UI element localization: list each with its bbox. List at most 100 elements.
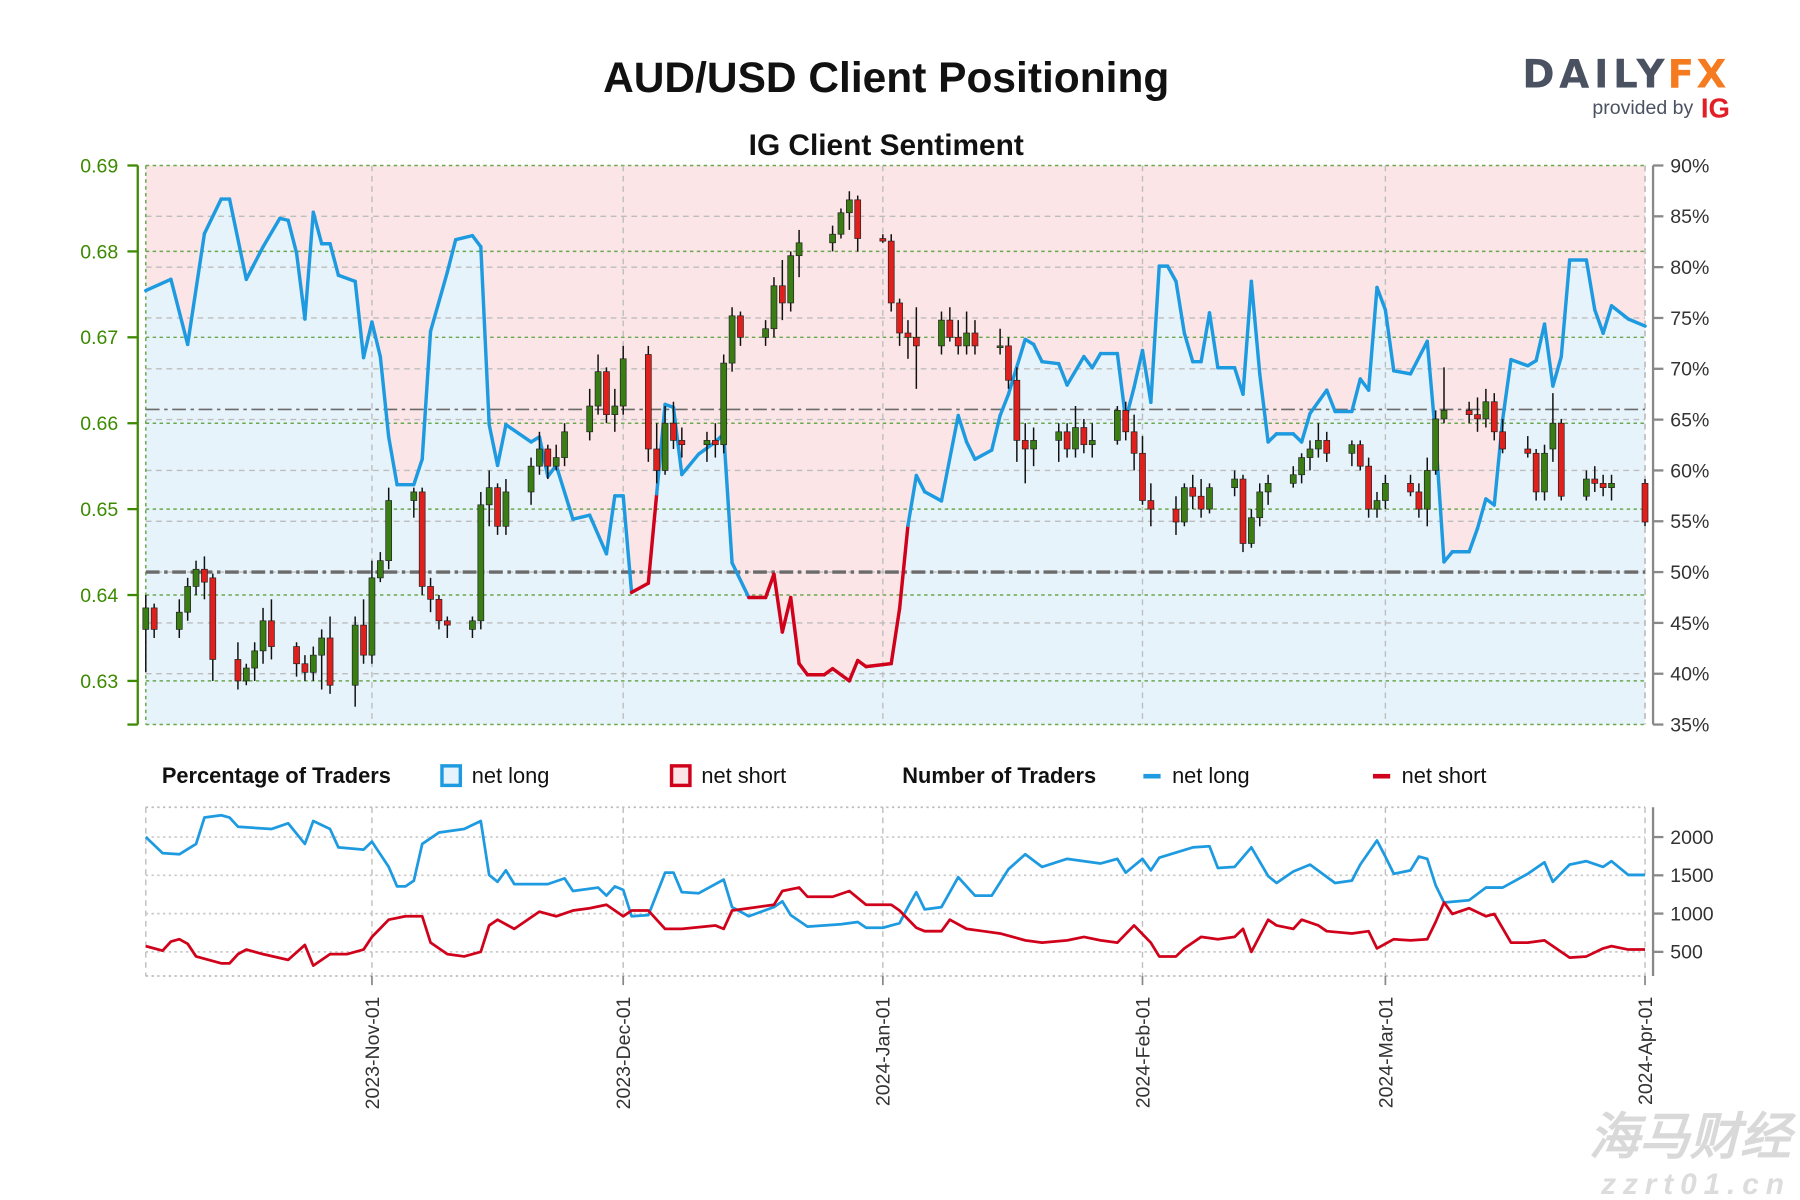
candle xyxy=(192,560,200,596)
candle-body-up xyxy=(703,440,711,446)
net-long-pct-segment xyxy=(1593,308,1605,335)
candle xyxy=(1432,410,1439,475)
net-long-pct-segment xyxy=(311,210,324,246)
net-long-pct-segment xyxy=(378,354,391,439)
net-long-pct-segment xyxy=(1408,339,1429,376)
candle-body-down xyxy=(1239,478,1247,544)
price-axis-label: 0.64 xyxy=(80,585,118,607)
net-short-pct-segment xyxy=(847,658,860,683)
candle xyxy=(1557,418,1565,501)
candle xyxy=(913,307,920,389)
net-long-area xyxy=(145,199,1646,725)
candle xyxy=(435,595,443,630)
candle-body-up xyxy=(242,667,250,682)
candle-body-up xyxy=(1030,440,1037,450)
candle-body-down xyxy=(1557,422,1565,497)
candle-body-up xyxy=(996,345,1004,348)
net-long-pct-segment xyxy=(1199,311,1212,364)
dailyfx-logo: DAILY FX provided by IG xyxy=(1522,52,1730,123)
candle-body-down xyxy=(1532,452,1540,493)
candle xyxy=(1415,483,1423,518)
candle-body-down xyxy=(150,607,158,630)
candle-body-down xyxy=(1197,495,1205,510)
candle-body-up xyxy=(611,405,619,415)
candle-body-up xyxy=(1583,478,1590,497)
candle-body-down xyxy=(1407,483,1414,493)
candle xyxy=(544,444,552,480)
candle-body-down xyxy=(1524,448,1532,454)
candle-body-down xyxy=(1499,431,1506,450)
candle-body-up xyxy=(368,577,376,656)
candle-body-up xyxy=(586,405,594,433)
candle xyxy=(661,406,669,475)
candle-body-up xyxy=(1231,478,1238,488)
candle-body-up xyxy=(619,358,627,407)
candle xyxy=(946,307,954,342)
candle xyxy=(376,552,384,583)
candle xyxy=(787,251,795,312)
net-long-pct-segment xyxy=(1115,351,1128,422)
candle-body-down xyxy=(1005,345,1012,381)
net-long-pct-segment xyxy=(621,494,634,595)
candle xyxy=(1130,414,1138,471)
net-long-pct-segment xyxy=(1132,348,1145,389)
price-axis-label: 0.66 xyxy=(80,413,118,435)
candle xyxy=(184,577,191,621)
candle-body-up xyxy=(1549,422,1557,450)
candle xyxy=(1088,423,1096,458)
net-long-pct-segment xyxy=(571,513,592,521)
net-long-pct-segment xyxy=(1467,526,1480,554)
net-long-pct-segment xyxy=(906,473,919,528)
pct-axis-label: 65% xyxy=(1670,410,1709,432)
candle-body-down xyxy=(1474,414,1481,420)
candle xyxy=(670,401,677,449)
count-axis-label: 2000 xyxy=(1670,827,1714,849)
net-long-pct-segment xyxy=(261,216,282,249)
candle xyxy=(150,603,158,638)
candle-body-down xyxy=(1139,452,1146,501)
net-long-pct-segment xyxy=(1375,285,1388,312)
candle-body-up xyxy=(527,465,535,493)
net-long-pct-segment xyxy=(604,494,617,556)
net-long-pct-segment xyxy=(1149,264,1161,405)
candle-body-up xyxy=(1432,418,1439,471)
candle xyxy=(209,573,217,681)
candle-body-down xyxy=(670,422,677,441)
candle xyxy=(586,388,594,441)
candle-body-up xyxy=(1440,409,1448,420)
candle xyxy=(619,345,627,415)
candle-body-up xyxy=(594,371,602,407)
net-long-pct-segment xyxy=(1609,304,1630,321)
candle xyxy=(703,431,711,462)
candle xyxy=(326,616,334,694)
candle xyxy=(242,663,250,686)
candle xyxy=(762,320,769,346)
candle-body-down xyxy=(854,199,862,239)
candle xyxy=(644,345,652,462)
net-long-pct-segment xyxy=(1551,354,1563,388)
candle xyxy=(1583,470,1590,501)
candle-body-down xyxy=(904,332,912,338)
candle-body-down xyxy=(301,663,309,673)
candle-body-up xyxy=(770,285,778,330)
candle-body-down xyxy=(1356,444,1364,467)
candle xyxy=(1549,393,1557,462)
candle-body-up xyxy=(1114,409,1121,441)
candle-body-up xyxy=(192,568,200,587)
net-long-pct-segment xyxy=(1442,550,1455,564)
net-long-pct-segment xyxy=(1542,322,1555,388)
net-long-count-line xyxy=(144,813,1646,930)
pct-axis-label: 45% xyxy=(1670,613,1709,635)
candle xyxy=(351,616,359,707)
candle xyxy=(1541,444,1548,501)
candle xyxy=(779,259,786,321)
candle-body-down xyxy=(209,577,217,660)
candle xyxy=(1256,483,1264,527)
candle xyxy=(720,354,728,454)
candle-body-up xyxy=(837,212,845,235)
candle-body-up xyxy=(1373,500,1381,510)
candle-body-down xyxy=(603,371,610,415)
legend-net-short-box-icon xyxy=(669,764,692,788)
candle-body-down xyxy=(1365,465,1372,510)
